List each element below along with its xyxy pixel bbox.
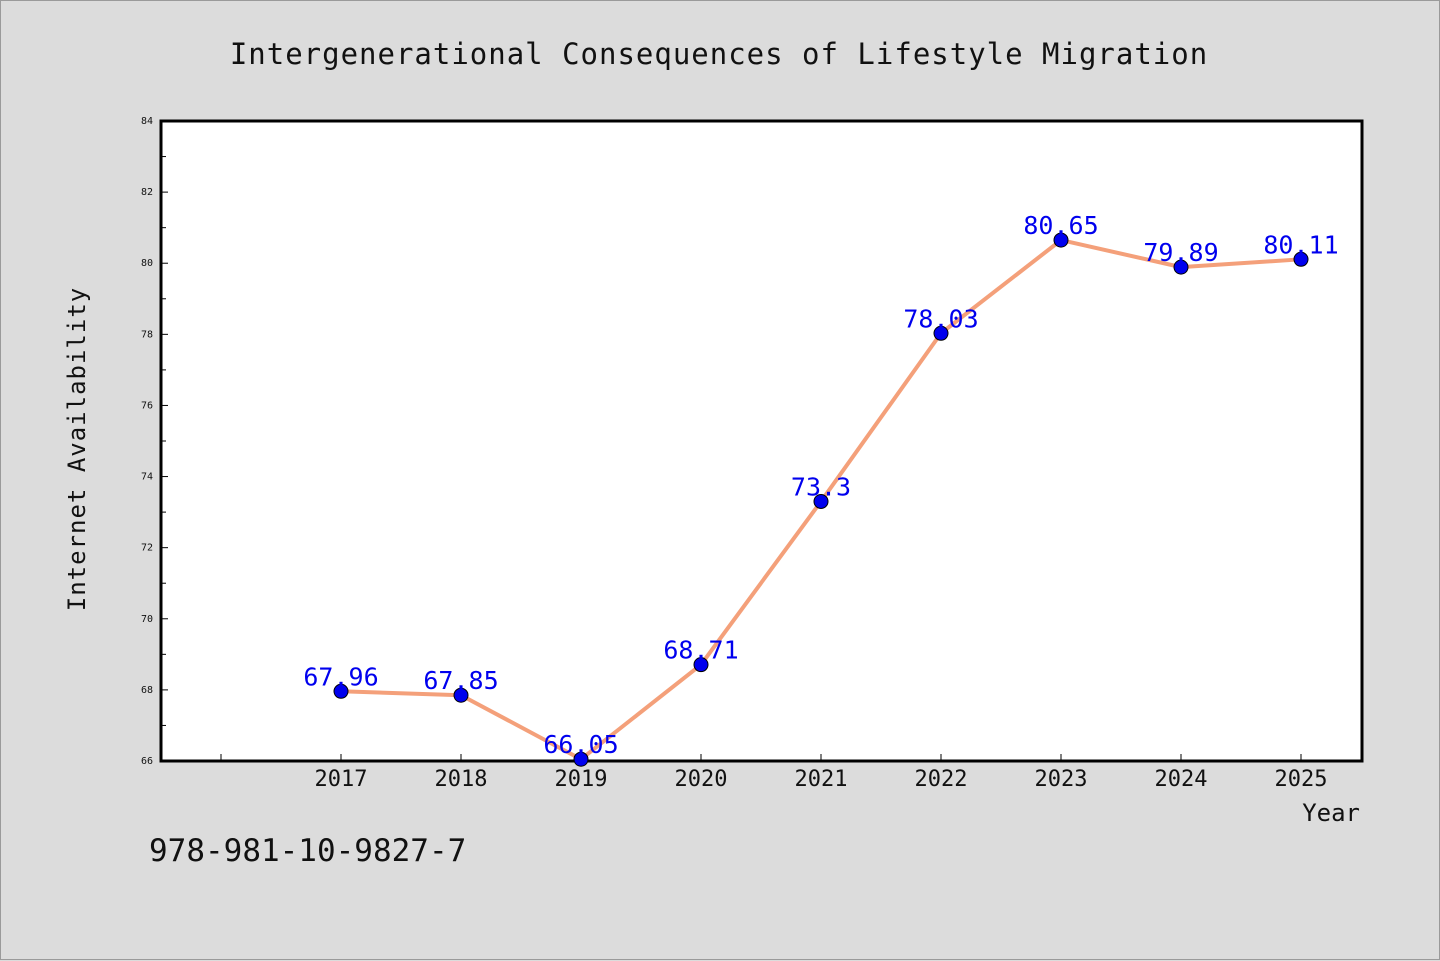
data-point <box>333 683 349 699</box>
data-label: 66.05 <box>543 730 618 759</box>
y-tick-label: 80 <box>141 258 153 269</box>
y-axis-label: Internet Availability <box>63 287 91 611</box>
y-tick-label: 82 <box>141 187 153 198</box>
plot-area <box>159 119 1364 763</box>
x-tick-label: 2024 <box>1155 767 1208 792</box>
data-label: 67.85 <box>423 666 498 695</box>
y-tick-label: 78 <box>141 329 153 340</box>
data-label: 78.03 <box>903 304 978 333</box>
data-point <box>1053 232 1069 248</box>
x-tick-label: 2019 <box>555 767 608 792</box>
data-point <box>573 751 589 767</box>
x-tick-label: 2018 <box>435 767 488 792</box>
y-tick-label: 76 <box>141 400 153 411</box>
y-tick-label: 74 <box>141 472 153 483</box>
data-label: 79.89 <box>1143 238 1218 267</box>
data-point <box>1293 251 1309 267</box>
data-label: 73.3 <box>791 472 851 501</box>
y-tick-label: 84 <box>141 116 153 127</box>
isbn-text: 978-981-10-9827-7 <box>149 833 467 869</box>
x-tick-label: 2025 <box>1275 767 1328 792</box>
data-point <box>813 493 829 509</box>
data-point <box>933 325 949 341</box>
data-markers <box>333 232 1309 767</box>
data-labels: 67.96 67.85 66.05 68.71 73.3 78.03 80.65 79.89 8… <box>303 211 1338 759</box>
x-tick-label: 2023 <box>1035 767 1088 792</box>
x-tick-label: 2020 <box>675 767 728 792</box>
x-axis-label: Year <box>1302 799 1360 827</box>
data-label: 80.65 <box>1023 211 1098 240</box>
data-point <box>1173 259 1189 275</box>
y-tick-label: 66 <box>141 756 153 767</box>
y-tick-label: 72 <box>141 543 153 554</box>
data-point <box>693 657 709 673</box>
x-axis-ticks: 2017 2018 2019 2020 2021 2022 2023 2024 2025 <box>220 754 1328 792</box>
data-point <box>453 687 469 703</box>
data-label: 68.71 <box>663 636 738 665</box>
chart-title: Intergenerational Consequences of Lifest… <box>230 37 1208 71</box>
y-axis-ticks: 66 68 70 72 74 76 78 80 82 84 <box>141 116 168 767</box>
data-label: 67.96 <box>303 662 378 691</box>
y-tick-label: 68 <box>141 685 153 696</box>
data-label: 80.11 <box>1263 230 1338 259</box>
y-tick-label: 70 <box>141 614 153 625</box>
x-tick-label: 2022 <box>915 767 968 792</box>
x-tick-label: 2017 <box>315 767 368 792</box>
x-tick-label: 2021 <box>795 767 848 792</box>
